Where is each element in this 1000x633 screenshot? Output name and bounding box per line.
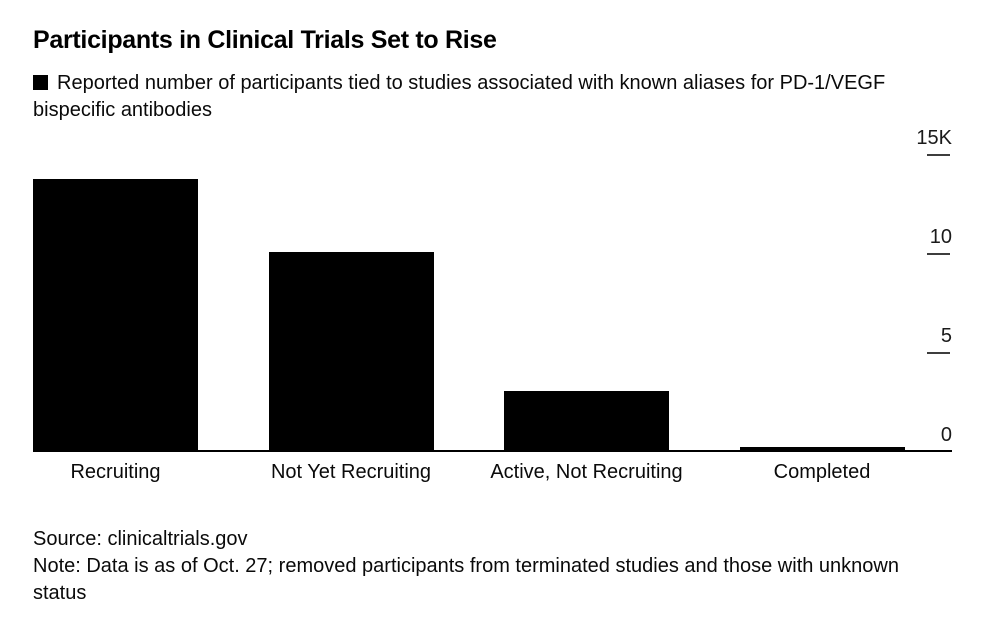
x-axis-line <box>33 450 952 452</box>
note-text: Note: Data is as of Oct. 27; removed par… <box>33 555 899 604</box>
x-axis-label-completed: Completed <box>773 461 871 483</box>
x-axis-label-recruiting: Recruiting <box>70 461 161 483</box>
x-axis-label-not-yet-recruiting: Not Yet Recruiting <box>270 461 432 483</box>
x-axis-label-active-not-recruiting: Active, Not Recruiting <box>490 461 683 483</box>
bar-active-not-recruiting <box>504 390 669 452</box>
y-tick-label-0: 0 <box>940 424 952 446</box>
y-tick-mark-5 <box>927 352 950 354</box>
chart-title: Participants in Clinical Trials Set to R… <box>33 26 497 54</box>
bar-not-yet-recruiting <box>268 252 434 452</box>
y-tick-label-10: 10 <box>929 226 952 248</box>
y-tick-label-15k: 15K <box>916 127 952 149</box>
bar-recruiting <box>33 178 198 452</box>
legend-swatch-icon <box>33 75 48 90</box>
legend-label: Reported number of participants tied to … <box>33 72 886 121</box>
y-tick-mark-15k <box>927 154 950 156</box>
source-text: Source: clinicaltrials.gov <box>33 528 248 550</box>
bar-completed <box>739 447 905 452</box>
chart-legend: Reported number of participants tied to … <box>33 70 917 124</box>
y-tick-label-5: 5 <box>940 325 952 347</box>
y-tick-mark-10 <box>927 253 950 255</box>
chart-footer: Source: clinicaltrials.gov Note: Data is… <box>33 526 905 607</box>
